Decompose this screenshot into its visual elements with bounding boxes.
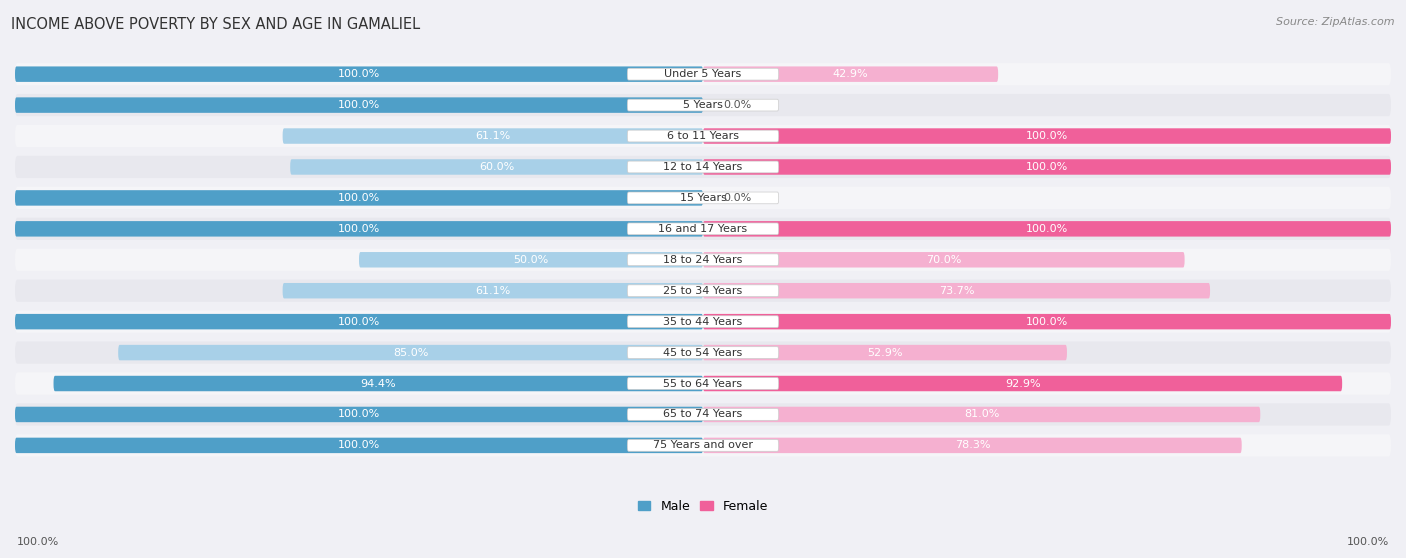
Text: 100.0%: 100.0% <box>17 537 59 547</box>
Text: 100.0%: 100.0% <box>1026 162 1069 172</box>
Text: 81.0%: 81.0% <box>965 410 1000 420</box>
Text: 100.0%: 100.0% <box>1026 224 1069 234</box>
Text: 100.0%: 100.0% <box>1347 537 1389 547</box>
FancyBboxPatch shape <box>15 280 1391 302</box>
FancyBboxPatch shape <box>627 254 779 266</box>
FancyBboxPatch shape <box>15 403 1391 426</box>
FancyBboxPatch shape <box>627 223 779 235</box>
FancyBboxPatch shape <box>627 161 779 173</box>
Text: 50.0%: 50.0% <box>513 255 548 265</box>
FancyBboxPatch shape <box>15 221 703 237</box>
Text: 61.1%: 61.1% <box>475 131 510 141</box>
Text: 100.0%: 100.0% <box>337 193 380 203</box>
Text: 78.3%: 78.3% <box>955 440 990 450</box>
Text: 60.0%: 60.0% <box>479 162 515 172</box>
Text: 100.0%: 100.0% <box>1026 316 1069 326</box>
FancyBboxPatch shape <box>118 345 703 360</box>
Legend: Male, Female: Male, Female <box>638 500 768 513</box>
Text: 35 to 44 Years: 35 to 44 Years <box>664 316 742 326</box>
Text: 61.1%: 61.1% <box>475 286 510 296</box>
FancyBboxPatch shape <box>15 314 703 329</box>
FancyBboxPatch shape <box>15 97 703 113</box>
Text: 0.0%: 0.0% <box>724 193 752 203</box>
Text: 70.0%: 70.0% <box>927 255 962 265</box>
Text: 100.0%: 100.0% <box>337 100 380 110</box>
Text: Under 5 Years: Under 5 Years <box>665 69 741 79</box>
Text: 100.0%: 100.0% <box>1026 131 1069 141</box>
FancyBboxPatch shape <box>627 316 779 328</box>
FancyBboxPatch shape <box>703 221 1391 237</box>
FancyBboxPatch shape <box>627 378 779 389</box>
FancyBboxPatch shape <box>15 125 1391 147</box>
FancyBboxPatch shape <box>627 68 779 80</box>
FancyBboxPatch shape <box>703 283 1211 299</box>
Text: 18 to 24 Years: 18 to 24 Years <box>664 255 742 265</box>
Text: 100.0%: 100.0% <box>337 316 380 326</box>
Text: 94.4%: 94.4% <box>360 378 396 388</box>
FancyBboxPatch shape <box>15 218 1391 240</box>
FancyBboxPatch shape <box>627 130 779 142</box>
Text: 42.9%: 42.9% <box>832 69 869 79</box>
FancyBboxPatch shape <box>15 341 1391 364</box>
FancyBboxPatch shape <box>627 347 779 358</box>
FancyBboxPatch shape <box>627 408 779 420</box>
Text: 55 to 64 Years: 55 to 64 Years <box>664 378 742 388</box>
FancyBboxPatch shape <box>15 407 703 422</box>
FancyBboxPatch shape <box>703 437 1241 453</box>
Text: 52.9%: 52.9% <box>868 348 903 358</box>
FancyBboxPatch shape <box>15 156 1391 178</box>
Text: 100.0%: 100.0% <box>337 440 380 450</box>
FancyBboxPatch shape <box>15 249 1391 271</box>
FancyBboxPatch shape <box>627 192 779 204</box>
FancyBboxPatch shape <box>627 285 779 297</box>
Text: 45 to 54 Years: 45 to 54 Years <box>664 348 742 358</box>
FancyBboxPatch shape <box>283 283 703 299</box>
Text: 6 to 11 Years: 6 to 11 Years <box>666 131 740 141</box>
Text: 85.0%: 85.0% <box>392 348 429 358</box>
FancyBboxPatch shape <box>359 252 703 267</box>
FancyBboxPatch shape <box>283 128 703 144</box>
Text: 15 Years: 15 Years <box>679 193 727 203</box>
FancyBboxPatch shape <box>627 99 779 111</box>
FancyBboxPatch shape <box>703 314 1391 329</box>
FancyBboxPatch shape <box>703 407 1260 422</box>
FancyBboxPatch shape <box>290 159 703 175</box>
FancyBboxPatch shape <box>15 187 1391 209</box>
FancyBboxPatch shape <box>627 440 779 451</box>
Text: 100.0%: 100.0% <box>337 224 380 234</box>
Text: 5 Years: 5 Years <box>683 100 723 110</box>
Text: 25 to 34 Years: 25 to 34 Years <box>664 286 742 296</box>
FancyBboxPatch shape <box>15 63 1391 85</box>
Text: 0.0%: 0.0% <box>724 100 752 110</box>
FancyBboxPatch shape <box>703 128 1391 144</box>
FancyBboxPatch shape <box>703 252 1185 267</box>
FancyBboxPatch shape <box>703 159 1391 175</box>
Text: INCOME ABOVE POVERTY BY SEX AND AGE IN GAMALIEL: INCOME ABOVE POVERTY BY SEX AND AGE IN G… <box>11 17 420 32</box>
Text: 92.9%: 92.9% <box>1005 378 1040 388</box>
FancyBboxPatch shape <box>703 66 998 82</box>
Text: 12 to 14 Years: 12 to 14 Years <box>664 162 742 172</box>
FancyBboxPatch shape <box>15 190 703 206</box>
Text: 75 Years and over: 75 Years and over <box>652 440 754 450</box>
FancyBboxPatch shape <box>15 310 1391 333</box>
FancyBboxPatch shape <box>15 434 1391 456</box>
FancyBboxPatch shape <box>15 437 703 453</box>
Text: Source: ZipAtlas.com: Source: ZipAtlas.com <box>1277 17 1395 27</box>
FancyBboxPatch shape <box>703 345 1067 360</box>
Text: 100.0%: 100.0% <box>337 69 380 79</box>
FancyBboxPatch shape <box>15 94 1391 116</box>
Text: 73.7%: 73.7% <box>939 286 974 296</box>
FancyBboxPatch shape <box>703 376 1343 391</box>
Text: 100.0%: 100.0% <box>337 410 380 420</box>
FancyBboxPatch shape <box>53 376 703 391</box>
Text: 65 to 74 Years: 65 to 74 Years <box>664 410 742 420</box>
Text: 16 and 17 Years: 16 and 17 Years <box>658 224 748 234</box>
FancyBboxPatch shape <box>15 372 1391 395</box>
FancyBboxPatch shape <box>15 66 703 82</box>
